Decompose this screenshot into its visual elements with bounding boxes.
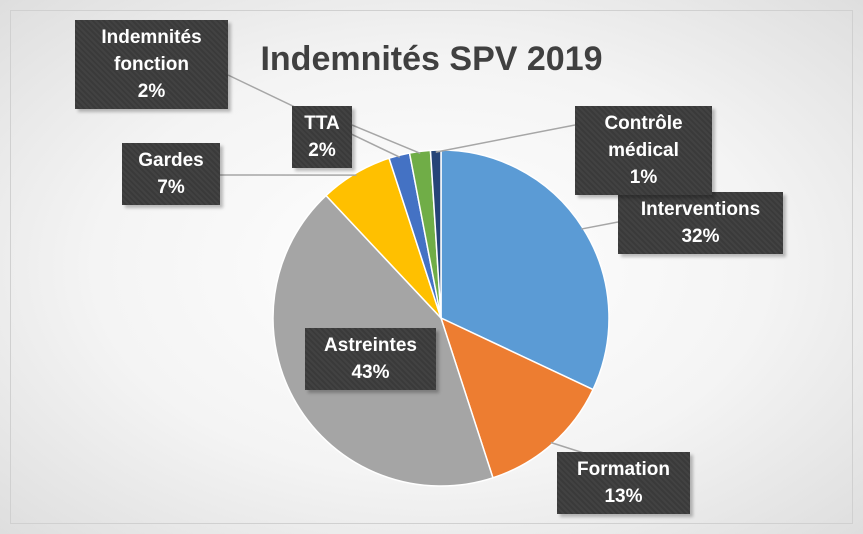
label-value: 32% xyxy=(681,226,720,247)
label-category: Formation xyxy=(577,459,670,480)
chart-frame xyxy=(10,10,853,524)
label-value: 1% xyxy=(629,167,658,188)
data-label: Gardes 7% xyxy=(122,143,220,205)
leader-line xyxy=(581,221,619,230)
label-category: Interventions xyxy=(640,199,761,220)
label-value: 13% xyxy=(604,486,643,507)
label-value: 2% xyxy=(308,140,336,161)
label-value: 7% xyxy=(157,177,185,198)
label-category: TTA xyxy=(304,113,340,134)
data-label: Interventions 32% xyxy=(618,192,783,254)
leader-line xyxy=(435,124,576,153)
data-label: Indemnités fonction 2% xyxy=(75,20,228,109)
data-label: Formation 13% xyxy=(557,452,690,514)
data-label: Astreintes 43% xyxy=(305,328,436,390)
label-category: Astreintes xyxy=(324,335,417,356)
label-category: Indemnités fonction xyxy=(101,27,202,75)
data-label: Contrôle médical 1% xyxy=(575,106,712,195)
pie-slice xyxy=(439,316,595,479)
label-value: 2% xyxy=(137,81,166,102)
label-category: Gardes xyxy=(138,150,204,171)
leader-line xyxy=(351,124,421,155)
pie-slice xyxy=(429,149,442,319)
label-value: 43% xyxy=(351,362,390,383)
data-label: TTA 2% xyxy=(292,106,352,168)
chart-title: Indemnités SPV 2019 xyxy=(260,40,603,78)
label-category: Contrôle médical xyxy=(604,113,683,161)
